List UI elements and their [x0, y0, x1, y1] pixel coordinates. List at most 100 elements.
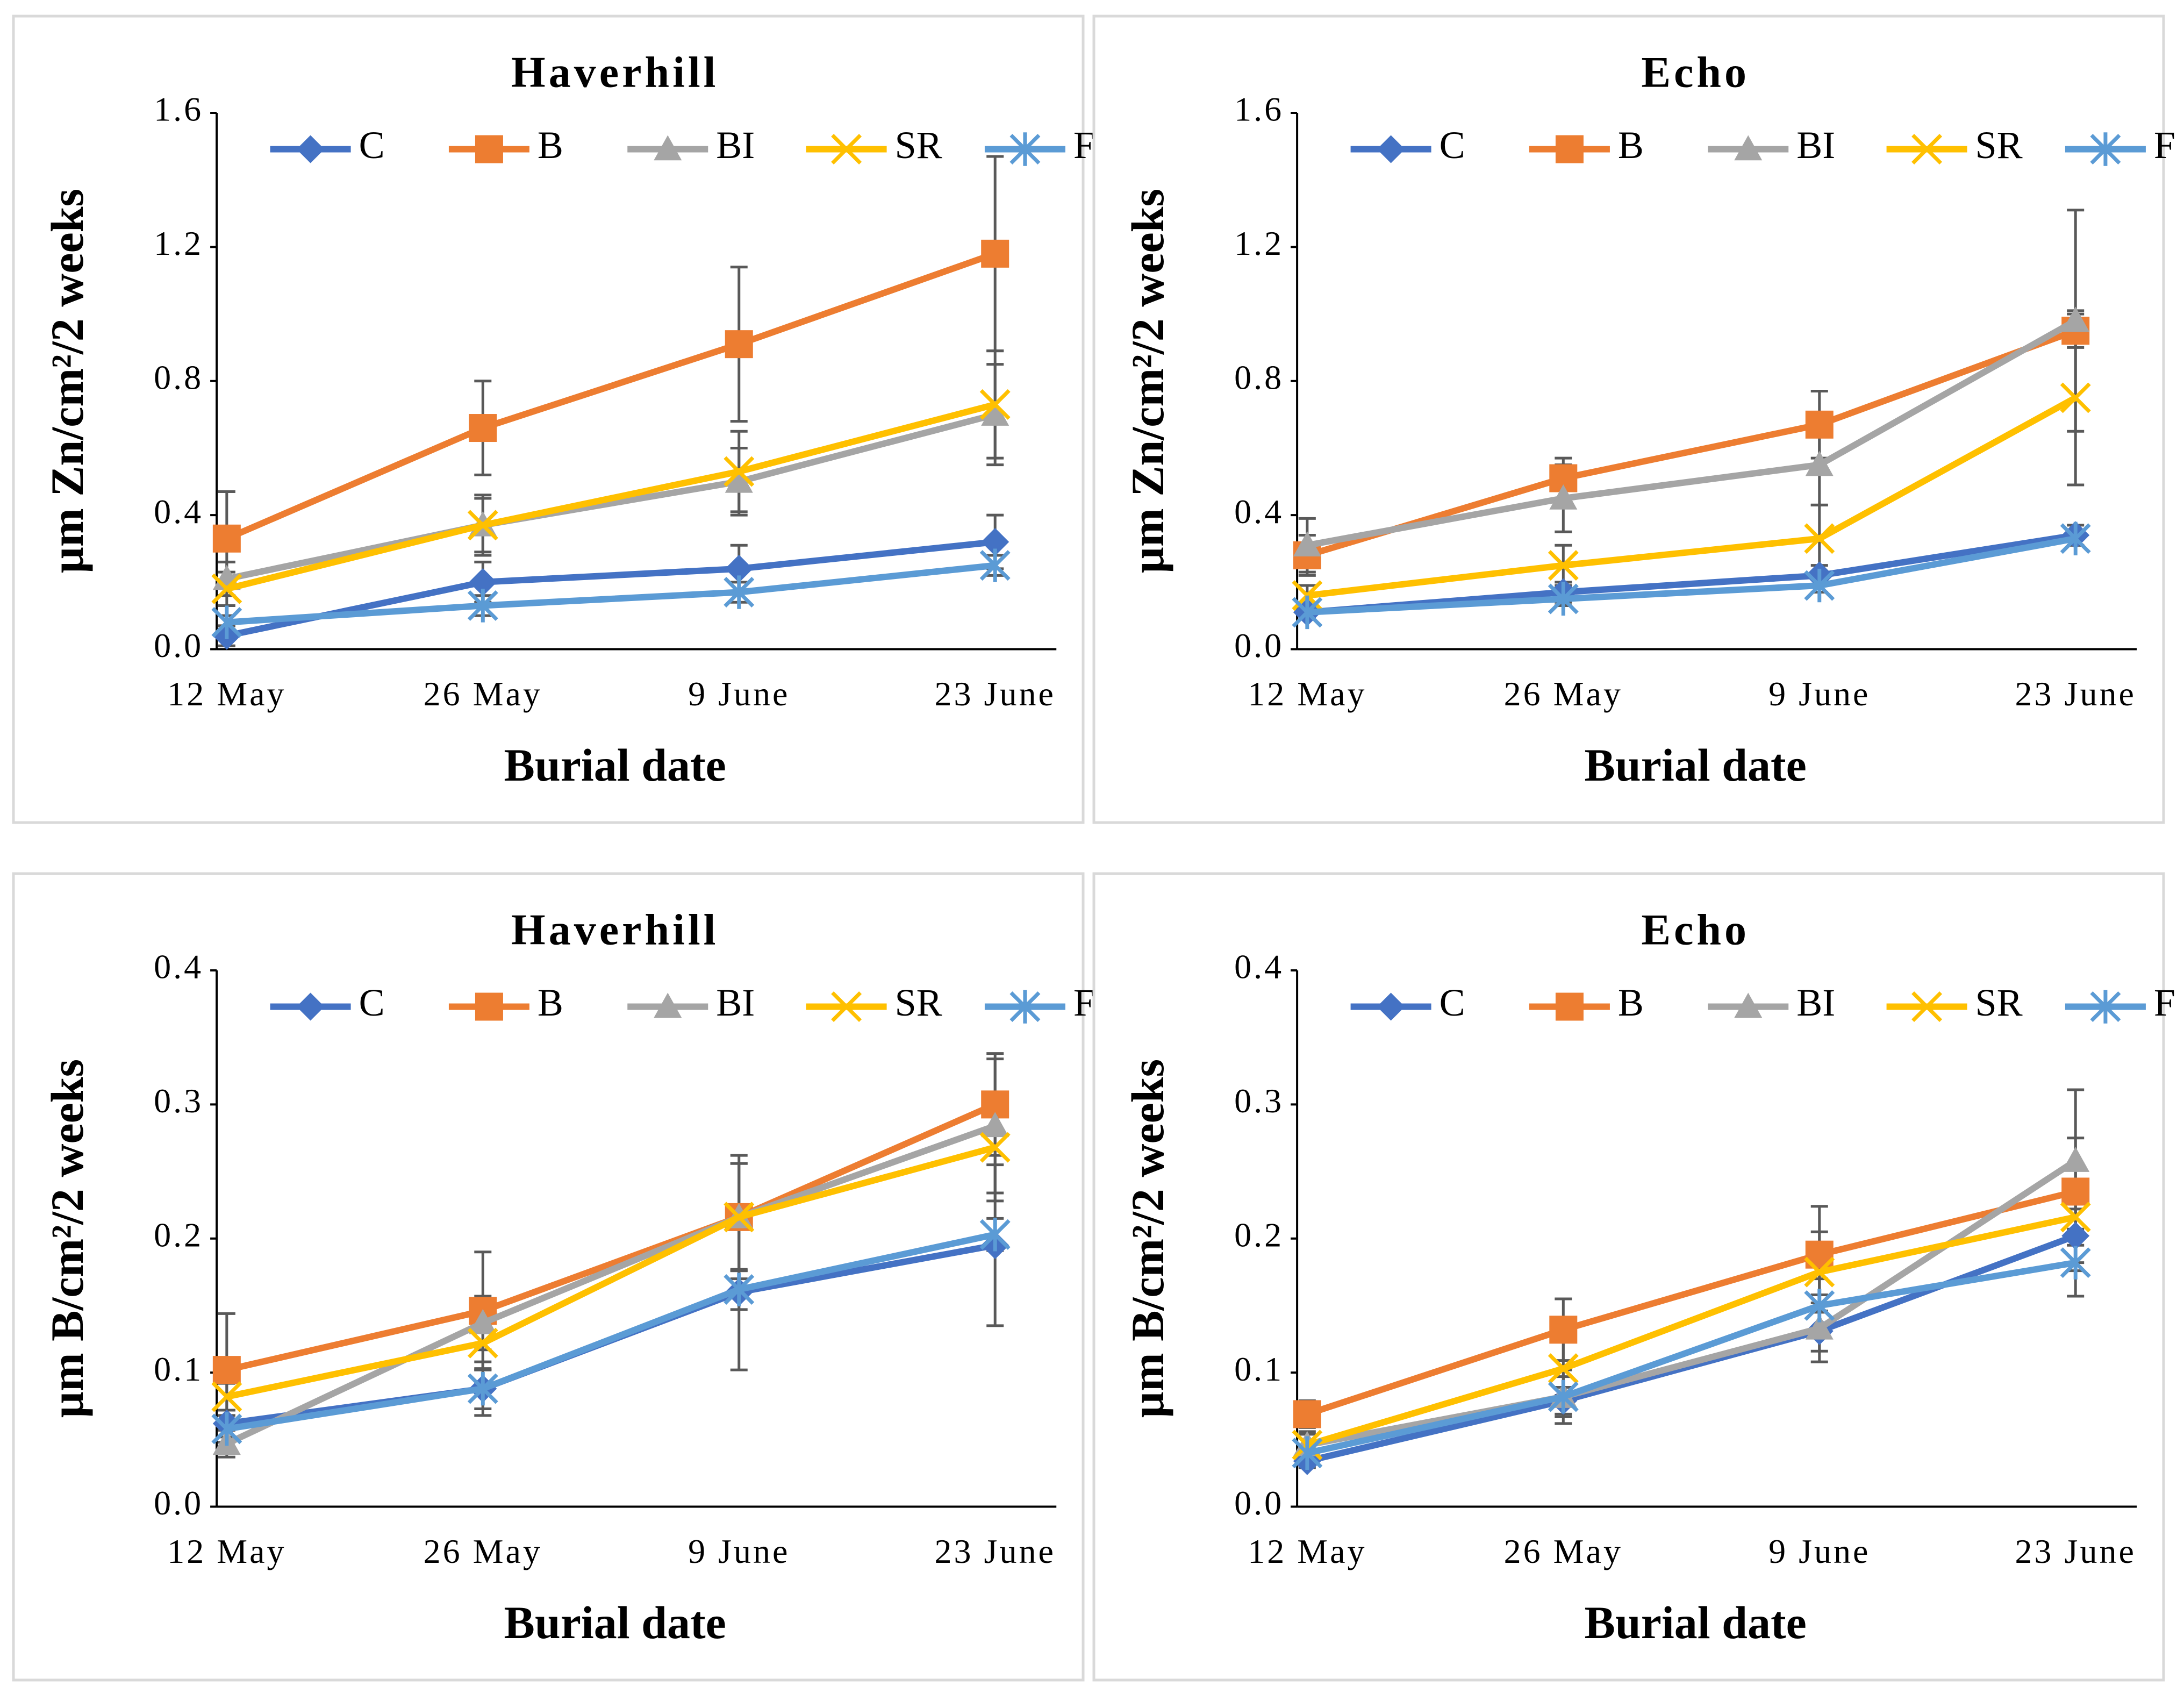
y-axis-title: µm Zn/cm²/2 weeks: [41, 189, 93, 574]
marker: [2061, 1177, 2090, 1206]
legend-label: F: [1073, 981, 1095, 1024]
legend-label: BI: [716, 124, 755, 167]
marker: [724, 575, 755, 609]
x-tick-label: 9 June: [1768, 675, 1870, 713]
marker: [981, 401, 1009, 426]
marker: [981, 528, 1009, 556]
legend-marker: [1009, 132, 1041, 166]
x-tick-label: 12 May: [167, 1532, 286, 1570]
legend-marker: [1377, 992, 1405, 1021]
marker: [1548, 1380, 1579, 1414]
legend-label: SR: [895, 981, 942, 1024]
marker: [211, 1381, 242, 1412]
legend-marker: [475, 135, 503, 163]
marker: [467, 1371, 498, 1406]
y-tick-label: 0.3: [154, 1082, 203, 1120]
legend-label: BI: [1796, 124, 1835, 167]
y-tick-label: 1.6: [1234, 90, 1284, 128]
marker: [2060, 1202, 2091, 1233]
y-tick-label: 0.0: [1234, 626, 1284, 664]
chart-panel: Echo Burial date µm B/cm²/2 weeks 0.0 0.1 0.2…: [1092, 872, 2175, 1682]
x-tick-label: 26 May: [424, 1532, 542, 1570]
legend-label: C: [1440, 981, 1465, 1024]
legend-marker: [1911, 134, 1943, 165]
legend-marker: [2090, 990, 2121, 1024]
legend-label: F: [1073, 124, 1095, 167]
legend-marker: [654, 135, 682, 161]
marker: [725, 330, 753, 359]
legend-marker: [1377, 135, 1405, 163]
marker: [211, 573, 242, 604]
marker: [981, 1112, 1009, 1138]
series-line: [226, 1231, 996, 1432]
series-line: [226, 411, 996, 582]
legend-label: F: [2154, 124, 2175, 167]
legend-label: B: [538, 124, 563, 167]
panel-border: [12, 15, 1085, 824]
legend-label: C: [359, 981, 385, 1024]
x-axis-title: Burial date: [504, 739, 726, 791]
y-axis-title: µm B/cm²/2 weeks: [41, 1059, 93, 1418]
marker: [467, 589, 498, 623]
chart-panel: Haverhill Burial date µm B/cm²/2 weeks 0.0 0…: [12, 872, 1095, 1682]
chart-title: Haverhill: [511, 47, 719, 96]
chart-title: Echo: [1641, 905, 1750, 954]
marker: [979, 1132, 1011, 1163]
series-line: [1306, 1188, 2076, 1418]
legend-label: BI: [1796, 981, 1835, 1024]
marker: [212, 524, 241, 553]
legend-marker: [1009, 990, 1041, 1024]
x-axis-title: Burial date: [504, 1597, 726, 1648]
series-line: [225, 251, 997, 542]
series-line: [226, 1101, 997, 1373]
marker: [2061, 306, 2090, 332]
legend-label: B: [1618, 981, 1644, 1024]
marker: [1549, 484, 1578, 510]
y-tick-label: 0.2: [1234, 1216, 1284, 1254]
legend-label: F: [2154, 981, 2175, 1024]
series-line: [226, 1144, 996, 1400]
marker: [1804, 568, 1835, 603]
series-line: [226, 401, 996, 592]
y-tick-label: 0.4: [1234, 948, 1284, 986]
marker: [1549, 1316, 1578, 1344]
series-line: [1306, 1259, 2076, 1456]
y-tick-label: 0.8: [154, 358, 203, 396]
marker: [212, 1356, 241, 1384]
y-axis-title: µm B/cm²/2 weeks: [1122, 1059, 1173, 1418]
marker: [1548, 1353, 1579, 1384]
marker: [1805, 410, 1834, 439]
x-tick-label: 23 June: [2015, 1532, 2136, 1570]
legend-marker: [1555, 135, 1584, 163]
y-tick-label: 0.0: [1234, 1484, 1284, 1522]
legend-marker: [2090, 132, 2121, 166]
marker: [1548, 582, 1579, 616]
marker: [1292, 595, 1323, 630]
legend-label: SR: [1975, 124, 2023, 167]
chart-title: Echo: [1641, 47, 1750, 96]
legend-label: C: [1440, 124, 1465, 167]
legend-marker: [296, 992, 325, 1021]
marker: [211, 605, 242, 639]
marker: [979, 389, 1011, 420]
chart-panel: Echo Burial date µm Zn/cm²/2 weeks 0.0 0.4 0.…: [1092, 15, 2175, 824]
x-tick-label: 12 May: [1248, 675, 1366, 713]
x-tick-label: 23 June: [935, 1532, 1056, 1570]
panel-border: [12, 872, 1085, 1682]
y-tick-label: 1.6: [154, 90, 203, 128]
chart-panel: Haverhill Burial date µm Zn/cm²/2 weeks 0.0…: [12, 15, 1095, 824]
marker: [211, 1412, 242, 1446]
x-tick-label: 26 May: [1504, 1532, 1623, 1570]
y-tick-label: 0.0: [154, 1484, 203, 1522]
marker: [979, 1218, 1011, 1252]
marker: [724, 1273, 755, 1306]
legend-label: C: [359, 124, 385, 167]
legend-label: B: [1618, 124, 1644, 167]
legend-marker: [1734, 135, 1763, 161]
marker: [2060, 1246, 2091, 1280]
marker: [2061, 1147, 2090, 1172]
marker: [467, 510, 498, 541]
legend-marker: [831, 134, 862, 165]
marker: [1293, 531, 1321, 557]
